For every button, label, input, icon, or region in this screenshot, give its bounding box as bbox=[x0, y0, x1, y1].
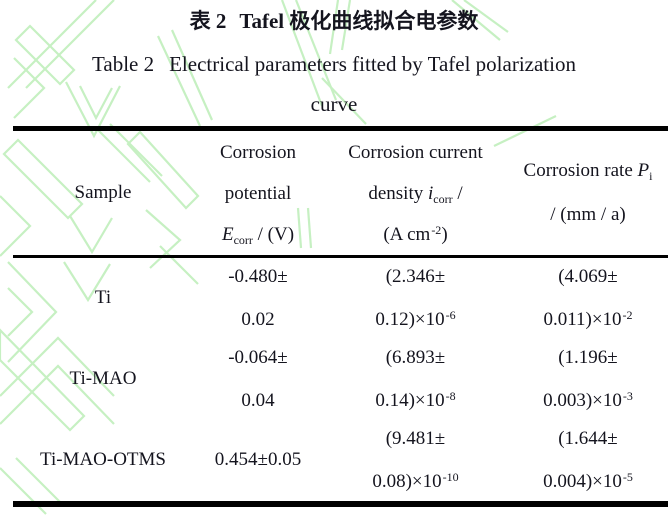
current-cell: (9.481± 0.08)×10-10 bbox=[323, 420, 508, 501]
value-exponent: -10 bbox=[442, 469, 459, 484]
subscript-corr: corr bbox=[433, 191, 453, 206]
value-line: (6.893± bbox=[385, 347, 446, 368]
potential-cell: -0.064± 0.04 bbox=[193, 339, 323, 420]
value-line: (9.481± bbox=[385, 428, 446, 449]
value-line: (2.346± bbox=[385, 266, 446, 287]
header-corrosion-current: Corrosion current density icorr / (A cm-… bbox=[323, 131, 508, 255]
subscript-i: i bbox=[649, 169, 653, 184]
header-sample: Sample bbox=[13, 131, 193, 255]
table-caption-zh-text: Tafel 极化曲线拟合电参数 bbox=[239, 9, 479, 33]
header-corrosion-potential: Corrosion potential Ecorr / (V) bbox=[193, 131, 323, 255]
sample-name: Ti-MAO bbox=[69, 368, 137, 390]
value-line: 0.12)×10-6 bbox=[375, 307, 456, 331]
value-line: 0.02 bbox=[241, 308, 275, 330]
rate-cell: (1.196± 0.003)×10-3 bbox=[508, 339, 668, 420]
header-current-density: density bbox=[368, 182, 428, 204]
value-line: 0.08)×10-10 bbox=[372, 469, 459, 493]
superscript-minus2: -2 bbox=[431, 222, 442, 237]
value-base: 0.12)×10 bbox=[375, 308, 445, 330]
value-base: 0.003)×10 bbox=[543, 389, 622, 411]
rate-cell: (1.644± 0.004)×10-5 bbox=[508, 420, 668, 501]
header-current-unit: (A cm bbox=[383, 223, 431, 245]
value-base: 0.14)×10 bbox=[375, 389, 445, 411]
value-line: (1.196± bbox=[558, 347, 618, 368]
symbol-E: E bbox=[221, 223, 234, 245]
header-current-slash: / bbox=[452, 182, 463, 204]
value-line: 0.454±0.05 bbox=[214, 449, 302, 471]
sample-name: Ti bbox=[94, 287, 112, 309]
header-current-unit-close: ) bbox=[441, 223, 448, 245]
value-base: 0.011)×10 bbox=[543, 308, 622, 330]
value-line: -0.064± bbox=[228, 347, 288, 368]
value-exponent: -5 bbox=[622, 469, 633, 484]
table-caption-en-label: Table 2 bbox=[92, 52, 155, 77]
header-potential-line2: potential bbox=[224, 182, 292, 204]
table-caption-zh: 表 2 Tafel 极化曲线拟合电参数 bbox=[0, 0, 668, 35]
value-exponent: -3 bbox=[622, 388, 633, 403]
value-base: 0.004)×10 bbox=[543, 470, 622, 492]
table-caption-en-text: Electrical parameters fitted by Tafel po… bbox=[169, 52, 576, 77]
current-cell: (2.346± 0.12)×10-6 bbox=[323, 258, 508, 339]
value-line: (1.644± bbox=[558, 428, 618, 449]
symbol-P: P bbox=[637, 160, 650, 182]
header-rate-unit: / (mm / a) bbox=[550, 203, 626, 225]
table-caption-en: Table 2 Electrical parameters fitted by … bbox=[0, 51, 668, 78]
current-cell: (6.893± 0.14)×10-8 bbox=[323, 339, 508, 420]
value-line: 0.04 bbox=[241, 389, 275, 411]
value-base: 0.08)×10 bbox=[372, 470, 442, 492]
header-sample-label: Sample bbox=[74, 181, 132, 203]
table-row-ti-mao-otms: Ti-MAO-OTMS 0.454±0.05 (9.481± 0.08)×10-… bbox=[13, 420, 668, 501]
potential-cell: 0.454±0.05 bbox=[193, 420, 323, 501]
header-current-line3: (A cm-2) bbox=[383, 222, 448, 246]
header-current-line1: Corrosion current bbox=[348, 142, 483, 163]
value-exponent: -8 bbox=[445, 388, 456, 403]
symbol-i: i bbox=[428, 182, 434, 204]
value-line: 0.004)×10-5 bbox=[543, 469, 633, 493]
value-line: 0.011)×10-2 bbox=[543, 307, 633, 331]
table-row-ti-mao: Ti-MAO -0.064± 0.04 (6.893± 0.14)×10-8 (… bbox=[13, 339, 668, 420]
table-row-ti: Ti -0.480± 0.02 (2.346± 0.12)×10-6 (4.06… bbox=[13, 258, 668, 339]
header-potential-unit: / (V) bbox=[252, 223, 295, 245]
value-line: 0.14)×10-8 bbox=[375, 388, 456, 412]
header-potential-line3: Ecorr / (V) bbox=[221, 223, 295, 247]
sample-cell: Ti-MAO bbox=[13, 339, 193, 420]
header-rate-label: Corrosion rate bbox=[523, 160, 638, 182]
value-line: (4.069± bbox=[558, 266, 618, 287]
table-caption-zh-label: 表 2 bbox=[189, 9, 227, 33]
header-current-line2: density icorr / bbox=[368, 182, 463, 206]
value-exponent: -6 bbox=[445, 307, 456, 322]
table-caption-en-line2: curve bbox=[310, 91, 358, 116]
potential-cell: -0.480± 0.02 bbox=[193, 258, 323, 339]
table-header-row: Sample Corrosion potential Ecorr / (V) C… bbox=[13, 131, 668, 258]
value-line: 0.003)×10-3 bbox=[543, 388, 633, 412]
header-potential-line1: Corrosion bbox=[220, 142, 296, 163]
value-line: -0.480± bbox=[228, 266, 288, 287]
sample-name: Ti-MAO-OTMS bbox=[40, 449, 166, 471]
subscript-corr: corr bbox=[233, 232, 253, 247]
header-rate-line1: Corrosion rate Pi bbox=[523, 160, 653, 184]
data-table: Sample Corrosion potential Ecorr / (V) C… bbox=[13, 126, 668, 507]
sample-cell: Ti bbox=[13, 258, 193, 339]
sample-cell: Ti-MAO-OTMS bbox=[13, 420, 193, 501]
value-exponent: -2 bbox=[622, 307, 633, 322]
rate-cell: (4.069± 0.011)×10-2 bbox=[508, 258, 668, 339]
header-corrosion-rate: Corrosion rate Pi / (mm / a) bbox=[508, 131, 668, 255]
